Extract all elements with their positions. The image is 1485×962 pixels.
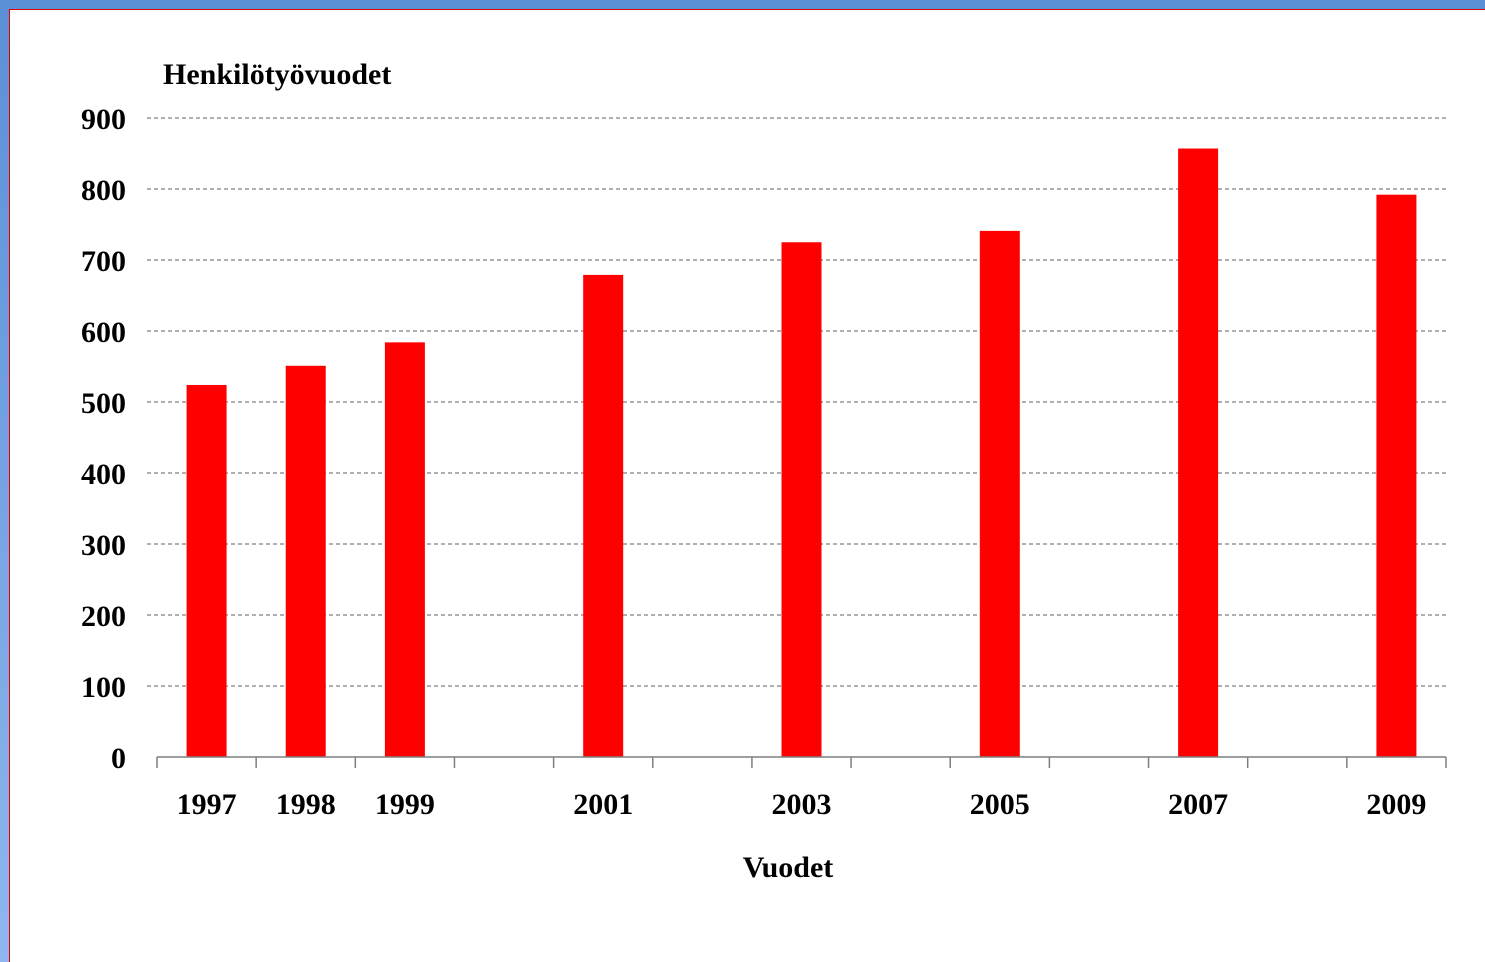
y-tick-label: 900 [81,103,126,136]
y-tick-label: 300 [81,529,126,562]
x-tick-label: 2001 [573,788,633,821]
x-tick-label: 1999 [375,788,435,821]
x-tick-label: 2005 [970,788,1030,821]
x-tick-label: 2003 [772,788,832,821]
y-tick-label: 600 [81,316,126,349]
bar-2007 [1178,148,1219,757]
y-tick-label: 0 [111,742,126,775]
bar-1999 [384,342,425,757]
bar-2009 [1376,194,1417,757]
y-tick-label: 500 [81,387,126,420]
y-tick-label: 200 [81,600,126,633]
x-axis-title: Vuodet [743,851,834,884]
bar-1998 [285,365,326,757]
x-tick-label: 1998 [276,788,336,821]
y-tick-labels: 0 100 200 300 400 500 600 700 800 900 [81,103,126,775]
chart-panel [9,9,1485,962]
axes [156,756,1447,768]
bar-2001 [583,274,624,757]
y-tick-label: 800 [81,174,126,207]
y-tick-label: 400 [81,458,126,491]
bar-1997 [186,384,227,757]
y-axis-title: Henkilötyövuodet [163,58,391,91]
bar-2003 [781,242,822,757]
x-tick-label: 2007 [1168,788,1228,821]
bars [186,148,1417,757]
x-tick-label: 1997 [177,788,237,821]
y-tick-label: 100 [81,671,126,704]
x-tick-label: 2009 [1366,788,1426,821]
y-tick-label: 700 [81,245,126,278]
bar-2005 [979,230,1020,757]
x-tick-labels: 1997 1998 1999 2001 2003 2005 2007 2009 [177,788,1427,821]
